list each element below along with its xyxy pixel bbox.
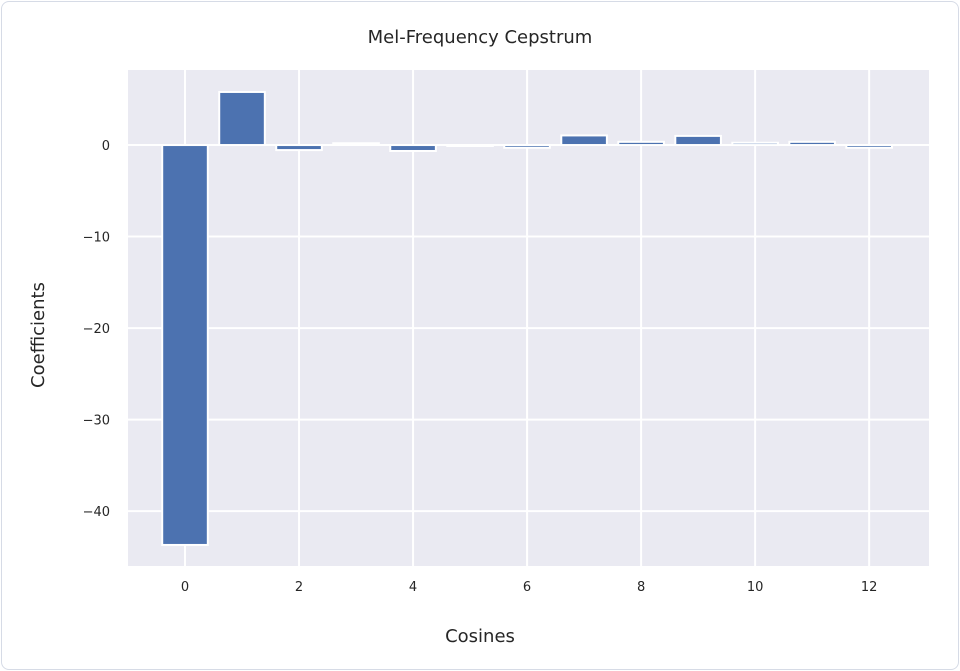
y-tick-label: −20 (83, 322, 110, 337)
bar-10 (731, 141, 779, 147)
y-tick-label: 0 (102, 139, 110, 154)
bar-2 (275, 144, 323, 152)
bar-4 (389, 144, 437, 152)
y-tick-label: −30 (83, 414, 110, 429)
plot-area (128, 70, 929, 566)
x-tick-label: 8 (637, 580, 645, 595)
x-axis-label: Cosines (445, 626, 515, 647)
y-tick-label: −40 (83, 505, 110, 520)
x-tick-label: 12 (861, 580, 878, 595)
bar-9 (674, 134, 722, 147)
bar-1 (218, 90, 266, 147)
bar-3 (332, 142, 380, 147)
chart-title: Mel-Frequency Cepstrum (368, 27, 593, 48)
y-tick-label: −10 (83, 231, 110, 246)
x-tick-label: 0 (181, 580, 189, 595)
bar-0 (161, 144, 209, 546)
bar-6 (503, 144, 551, 149)
x-tick-label: 10 (747, 580, 764, 595)
x-tick-label: 2 (295, 580, 303, 595)
x-tick-label: 4 (409, 580, 417, 595)
bar-12 (845, 144, 893, 149)
bar-11 (788, 140, 836, 147)
bar-7 (560, 134, 608, 147)
x-tick-label: 6 (523, 580, 531, 595)
y-axis-label: Coefficients (28, 282, 49, 388)
bar-8 (617, 140, 665, 147)
bar-5 (446, 144, 494, 148)
